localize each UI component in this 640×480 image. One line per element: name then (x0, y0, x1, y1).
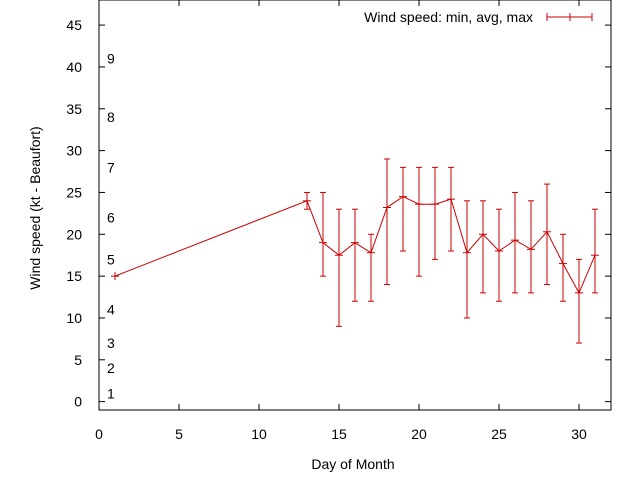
x-axis-title: Day of Month (311, 456, 394, 472)
legend-label: Wind speed: min, avg, max (364, 9, 533, 25)
beaufort-label: 8 (107, 109, 115, 125)
plot-frame (98, 0, 612, 411)
x-tick-label: 5 (175, 426, 183, 442)
y-tick-label: 15 (66, 268, 82, 284)
beaufort-label: 1 (107, 385, 115, 401)
x-tick-label: 15 (331, 426, 347, 442)
y-tick-label: 35 (66, 101, 82, 117)
y-tick-label: 20 (66, 226, 82, 242)
x-tick-label: 30 (571, 426, 587, 442)
series-layer (111, 158, 599, 344)
legend: Wind speed: min, avg, max (364, 9, 593, 25)
y-tick-label: 30 (66, 143, 82, 159)
y-tick-label: 5 (74, 352, 82, 368)
x-tick-label: 20 (411, 426, 427, 442)
beaufort-label: 4 (107, 302, 115, 318)
y-tick-label: 0 (74, 394, 82, 410)
x-tick-label: 0 (95, 426, 103, 442)
beaufort-scale-labels: 1 2 3 4 5 6 7 8 9 (107, 51, 115, 402)
beaufort-label: 2 (107, 360, 115, 376)
y-axis-title: Wind speed (kt - Beaufort) (27, 126, 43, 289)
y-tick-label: 45 (66, 17, 82, 33)
series-avg-line (114, 196, 596, 295)
beaufort-label: 3 (107, 335, 115, 351)
x-tick-label: 25 (491, 426, 507, 442)
y-tick-label: 10 (66, 310, 82, 326)
y-tick-label: 40 (66, 59, 82, 75)
beaufort-label: 5 (107, 251, 115, 267)
x-tick-label: 10 (251, 426, 267, 442)
y-tick-label: 25 (66, 184, 82, 200)
beaufort-label: 9 (107, 51, 115, 67)
beaufort-label: 6 (107, 210, 115, 226)
beaufort-label: 7 (107, 159, 115, 175)
